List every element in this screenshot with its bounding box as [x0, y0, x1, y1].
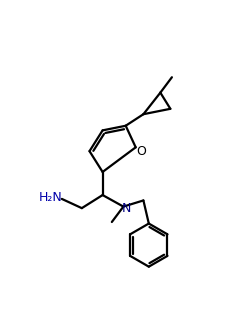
- Text: O: O: [136, 145, 146, 158]
- Text: N: N: [122, 202, 131, 215]
- Text: H₂N: H₂N: [39, 191, 63, 204]
